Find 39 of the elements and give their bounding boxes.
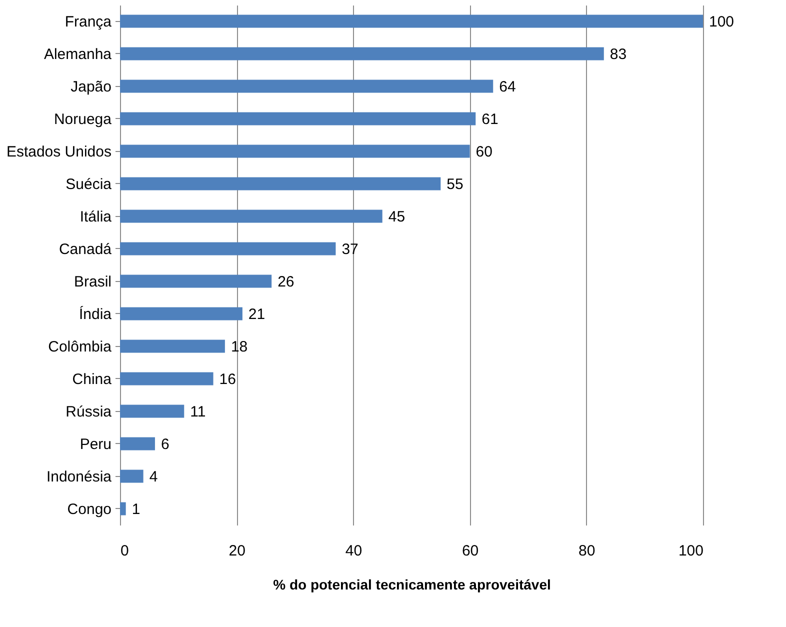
y-tick-label: Suécia [66, 176, 112, 193]
y-tick-label: França [64, 13, 112, 30]
data-label: 37 [342, 240, 358, 258]
data-label: 64 [499, 78, 516, 96]
data-label: 1 [132, 500, 140, 518]
y-tick-label: Alemanha [44, 46, 112, 63]
y-tick-label: Rússia [66, 403, 112, 420]
x-tick-label: 80 [578, 542, 596, 560]
x-axis-title: % do potencial tecnicamente aproveitável [273, 576, 551, 592]
y-tick-label: Peru [80, 436, 112, 453]
data-label: 4 [149, 468, 158, 486]
data-label: 11 [190, 403, 206, 420]
y-tick-label: Brasil [74, 273, 112, 290]
x-tick-label: 40 [345, 542, 362, 560]
x-tick-label: 0 [120, 542, 129, 560]
data-label: 16 [219, 370, 236, 388]
data-label: 6 [160, 436, 170, 453]
y-tick-label: Canadá [58, 240, 112, 258]
data-label: 100 [709, 13, 734, 30]
data-label: 61 [482, 110, 498, 128]
data-label: 45 [388, 208, 406, 226]
data-label: 21 [248, 306, 266, 323]
y-tick-label: Colômbia [48, 338, 112, 356]
x-tick-label: 60 [462, 542, 479, 560]
y-tick-label: Estados Unidos [6, 143, 112, 160]
x-tick-label: 100 [678, 542, 704, 560]
y-tick-label: Noruega [54, 110, 112, 128]
data-label: 55 [446, 176, 464, 193]
y-tick-label: Índia [78, 304, 112, 323]
y-tick-label: Indonésia [46, 468, 112, 486]
x-tick-label: 20 [228, 542, 246, 560]
y-tick-label: Itália [80, 208, 112, 226]
y-tick-label: China [72, 370, 112, 388]
data-label: 26 [278, 273, 294, 290]
data-label: 18 [230, 338, 248, 356]
data-label: 83 [610, 46, 627, 63]
data-label: 60 [476, 143, 492, 160]
y-tick-label: Congo [67, 500, 112, 518]
y-tick-label: Japão [70, 78, 112, 96]
